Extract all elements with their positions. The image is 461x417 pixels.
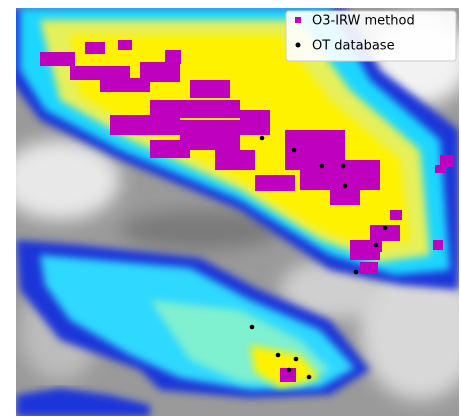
legend-marker	[296, 43, 301, 48]
legend-label: O3-IRW method	[312, 14, 415, 29]
satellite-map: O3-IRW method OT database	[0, 0, 461, 417]
legend: O3-IRW method OT database	[286, 11, 456, 61]
legend-label: OT database	[312, 39, 395, 54]
legend-marker	[295, 17, 301, 23]
imagery	[0, 8, 461, 417]
